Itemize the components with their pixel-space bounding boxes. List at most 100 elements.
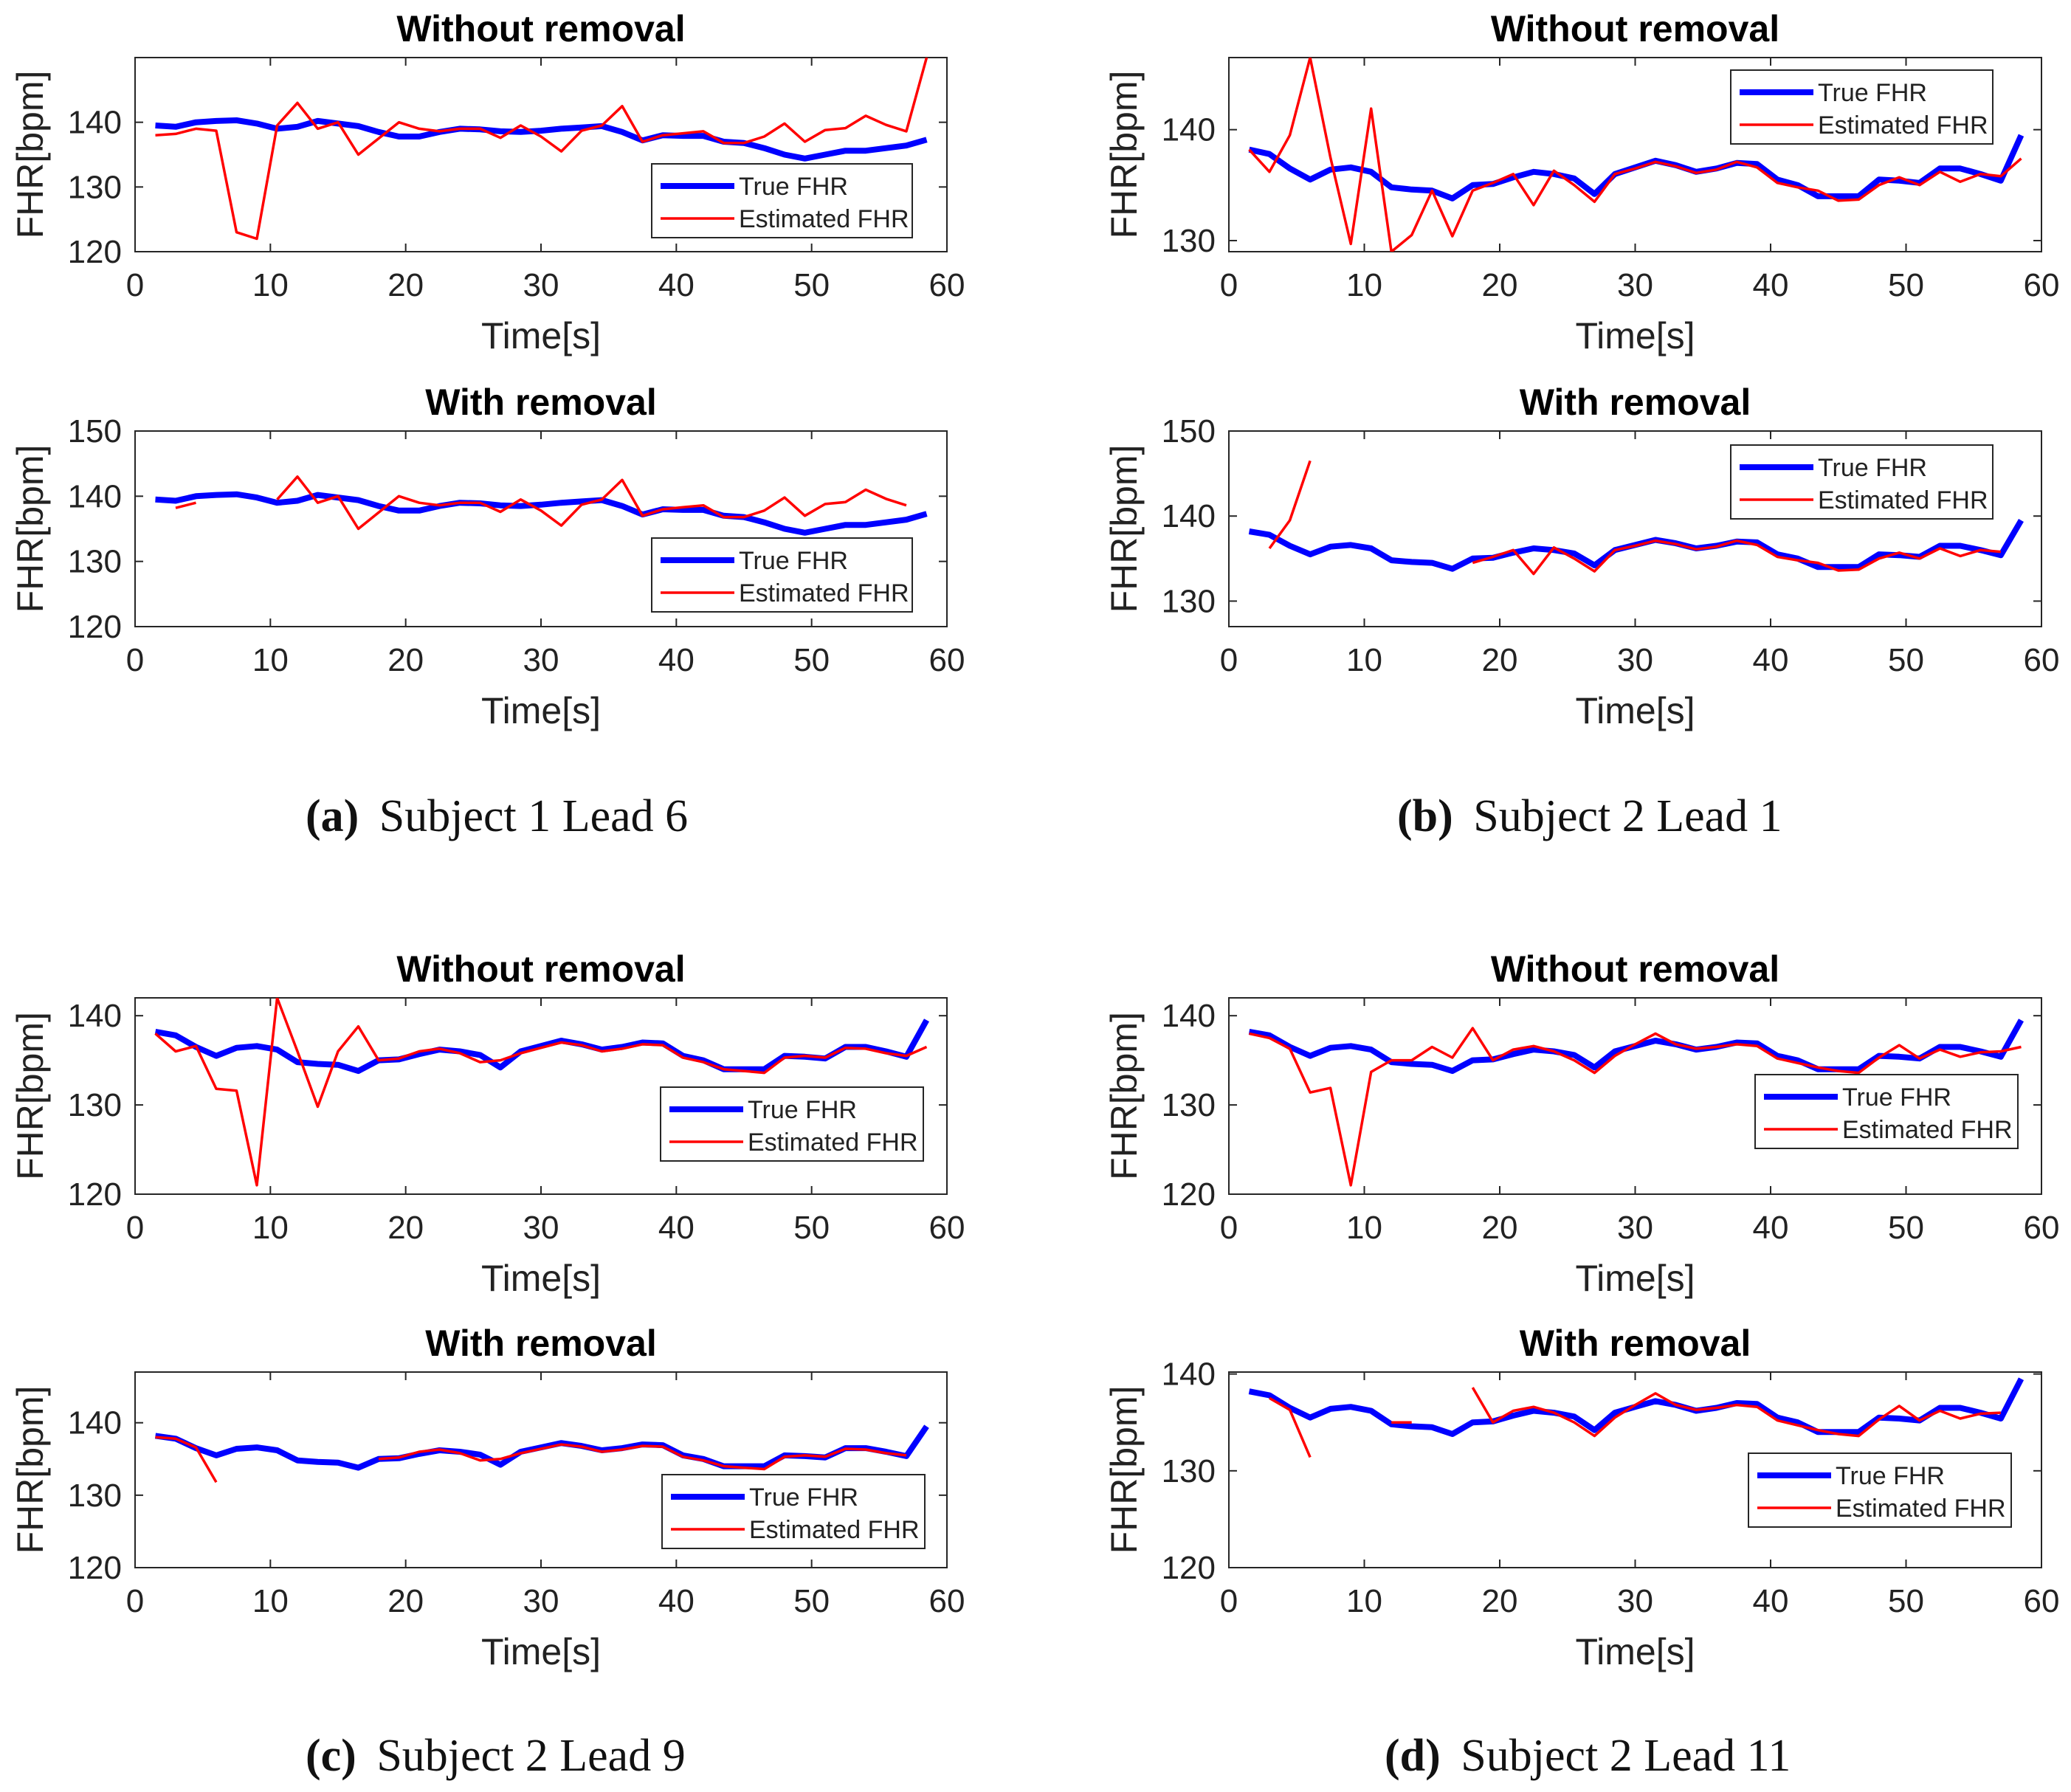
y-tick-label: 120: [68, 609, 122, 645]
plot-title: Without removal: [1491, 948, 1779, 990]
x-tick-label: 20: [387, 642, 424, 678]
x-tick-label: 50: [793, 1583, 830, 1619]
x-tick-label: 40: [1753, 267, 1789, 303]
legend: True FHR Estimated FHR: [1730, 444, 1994, 520]
legend-estimated-label: Estimated FHR: [1836, 1495, 2006, 1523]
caption-a-text: Subject 1 Lead 6: [379, 791, 688, 841]
legend-estimated-label: Estimated FHR: [739, 205, 909, 233]
y-tick-label: 130: [68, 169, 122, 205]
x-tick-label: 60: [929, 642, 965, 678]
estimated-fhr-line: [1268, 460, 2002, 576]
legend-estimated-label: Estimated FHR: [1842, 1116, 2013, 1144]
x-tick-label: 30: [1617, 267, 1653, 303]
y-axis-label: FHR[bpm]: [1103, 1386, 1145, 1554]
x-tick-label: 0: [1220, 1210, 1238, 1246]
y-tick-label: 120: [68, 1550, 122, 1586]
x-axis-label: Time[s]: [481, 690, 601, 731]
estimated-fhr-line: [1249, 1027, 2022, 1187]
subplot-b-bottom: With removal 0 10 20 30 40 50 60 130 140 150 Time[s…: [1103, 382, 2059, 731]
plot-title: With removal: [1520, 382, 1751, 423]
y-tick-label: 140: [68, 105, 122, 141]
x-tick-label: 20: [1482, 267, 1518, 303]
legend-box: [1748, 1452, 2012, 1528]
plot-title: With removal: [425, 382, 657, 423]
x-tick-label: 40: [658, 267, 695, 303]
legend-box: [661, 1474, 926, 1549]
plot-title: Without removal: [396, 8, 685, 49]
x-tick-label: 0: [126, 267, 144, 303]
legend-true-label: True FHR: [1842, 1083, 1951, 1112]
caption-c: (c) Subject 2 Lead 9: [306, 1731, 686, 1781]
true-fhr-line: [155, 491, 928, 536]
x-tick-label: 30: [523, 642, 559, 678]
legend-true-label: True FHR: [739, 173, 848, 201]
y-axis-label: FHR[bpm]: [1103, 1012, 1145, 1180]
x-axis-label: Time[s]: [1575, 690, 1695, 731]
plot-title: Without removal: [1491, 8, 1779, 49]
x-tick-label: 10: [252, 1210, 289, 1246]
x-tick-label: 60: [929, 1210, 965, 1246]
x-tick-label: 30: [523, 1210, 559, 1246]
subplot-b-top: Without removal 0 10 20 30 40 50 60 130 140 Time[s…: [1103, 8, 2059, 356]
legend-box: [1730, 444, 1994, 520]
x-tick-label: 50: [1888, 1210, 1924, 1246]
y-tick-label: 130: [1162, 223, 1216, 259]
y-axis-label: FHR[bpm]: [1103, 445, 1145, 613]
estimated-fhr-line: [155, 1436, 907, 1483]
subplot-c-top: Without removal 0 10 20 30 40 50 60 120 130 140 Tim…: [10, 948, 965, 1299]
x-tick-label: 20: [387, 267, 424, 303]
plot-title: With removal: [425, 1323, 657, 1364]
subplot-c-bottom: With removal 0 10 20 30 40 50 60 120 130 140 Time[s…: [10, 1323, 965, 1672]
x-tick-label: 40: [658, 1583, 695, 1619]
caption-d-text: Subject 2 Lead 11: [1461, 1731, 1791, 1781]
x-tick-label: 50: [793, 642, 830, 678]
x-tick-label: 40: [658, 1210, 695, 1246]
y-tick-label: 120: [1162, 1176, 1216, 1213]
y-tick-label: 120: [68, 1176, 122, 1213]
estimated-fhr-line: [175, 475, 907, 531]
y-tick-label: 140: [68, 478, 122, 514]
legend-box: [1730, 69, 1994, 145]
x-tick-label: 50: [793, 1210, 830, 1246]
y-axis-label: FHR[bpm]: [10, 445, 51, 613]
x-tick-label: 30: [1617, 1583, 1653, 1619]
estimated-fhr-line: [155, 58, 928, 241]
estimated-fhr-line: [1269, 1387, 2001, 1458]
plot-title: With removal: [1520, 1323, 1751, 1364]
y-axis-label: FHR[bpm]: [10, 1012, 51, 1180]
caption-b-text: Subject 2 Lead 1: [1473, 791, 1782, 841]
legend-box: [651, 163, 913, 238]
legend: True FHR Estimated FHR: [1748, 1452, 2012, 1528]
x-tick-label: 10: [1346, 1210, 1382, 1246]
legend-estimated-label: Estimated FHR: [749, 1516, 920, 1544]
x-tick-label: 0: [1220, 642, 1238, 678]
x-tick-label: 0: [1220, 267, 1238, 303]
y-tick-label: 140: [68, 1405, 122, 1441]
y-axis-label: FHR[bpm]: [1103, 71, 1145, 239]
legend-true-label: True FHR: [739, 547, 848, 575]
caption-d: (d) Subject 2 Lead 11: [1385, 1731, 1791, 1781]
y-axis-label: FHR[bpm]: [10, 71, 51, 239]
legend-estimated-label: Estimated FHR: [739, 579, 909, 607]
y-axis-label: FHR[bpm]: [10, 1386, 51, 1554]
legend-estimated-label: Estimated FHR: [1818, 486, 1988, 514]
legend-estimated-label: Estimated FHR: [748, 1128, 918, 1157]
x-tick-label: 40: [1753, 1583, 1789, 1619]
x-tick-label: 20: [387, 1583, 424, 1619]
x-tick-label: 0: [126, 1210, 144, 1246]
legend: True FHR Estimated FHR: [651, 163, 913, 238]
y-tick-label: 130: [68, 1087, 122, 1123]
x-tick-label: 60: [2024, 1583, 2060, 1619]
estimated-fhr-line: [154, 998, 928, 1187]
x-tick-label: 50: [1888, 642, 1924, 678]
x-tick-label: 10: [1346, 642, 1382, 678]
x-tick-label: 30: [523, 1583, 559, 1619]
y-tick-label: 150: [1162, 413, 1216, 449]
y-tick-label: 140: [1162, 112, 1216, 148]
legend: True FHR Estimated FHR: [660, 1086, 924, 1162]
true-fhr-line: [1248, 1377, 2025, 1437]
legend-estimated-label: Estimated FHR: [1818, 111, 1988, 139]
x-tick-label: 30: [1617, 642, 1653, 678]
y-tick-label: 150: [68, 413, 122, 449]
